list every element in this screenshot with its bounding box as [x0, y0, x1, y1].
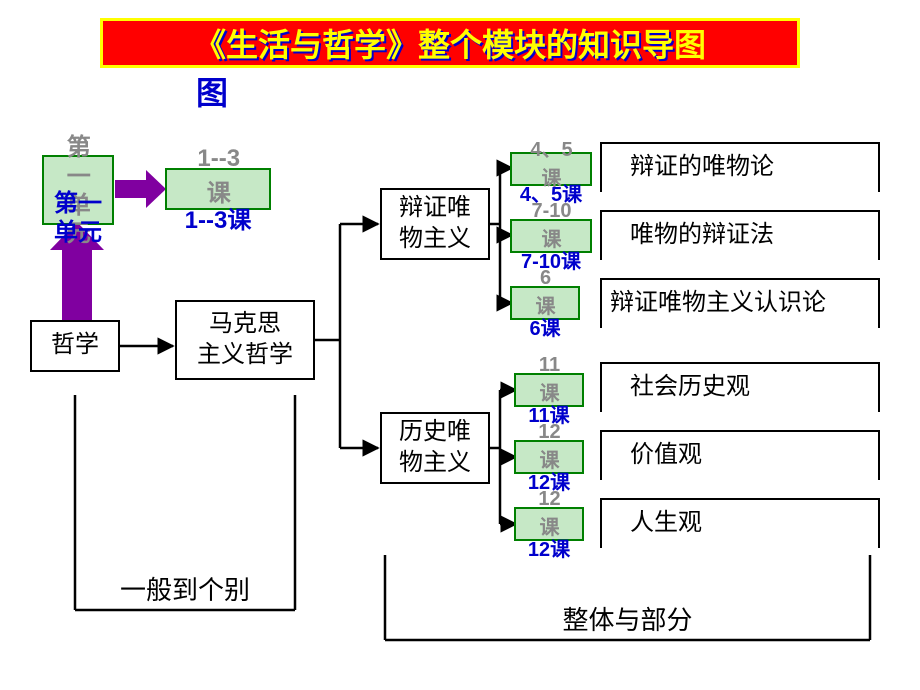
node-philosophy-label: 哲学: [51, 330, 99, 361]
tag-c12b: 12课 12课: [514, 507, 584, 541]
node-r6-label: 人生观: [630, 508, 702, 539]
node-dialmat: 辩证唯 物主义: [380, 188, 490, 260]
node-r1-label: 辩证的唯物论: [630, 152, 774, 183]
bracket-dialmat: [490, 168, 512, 303]
node-marxism: 马克思 主义哲学: [175, 300, 315, 380]
title-bar: 《生活与哲学》整个模块的知识导图 《生活与哲学》整个模块的知识导图: [100, 18, 800, 68]
node-r4: 社会历史观: [600, 362, 880, 412]
node-dialmat-label: 辩证唯 物主义: [399, 193, 471, 255]
node-histmat: 历史唯 物主义: [380, 412, 490, 484]
node-philosophy: 哲学: [30, 320, 120, 372]
label-general-particular: 一般到个别: [75, 570, 295, 607]
tag-c12b-label: 12课: [528, 539, 570, 561]
title-text: 《生活与哲学》整个模块的知识导图: [194, 27, 706, 63]
label-whole-part: 整体与部分: [385, 600, 870, 637]
tag-c12a: 12课 12课: [514, 440, 584, 474]
node-marxism-label: 马克思 主义哲学: [197, 309, 293, 371]
tag-c4-5: 4、5课 4、5课: [510, 152, 592, 186]
node-r2: 唯物的辩证法: [600, 210, 880, 260]
tag-unit1: 第一 单元 第一 单元: [42, 155, 114, 225]
node-r6: 人生观: [600, 498, 880, 548]
bracket-marx-branches: [315, 224, 378, 448]
arrow-unit1-to-c13: [115, 170, 166, 208]
tag-c1-3-label: 1--3课: [185, 207, 252, 234]
node-histmat-label: 历史唯 物主义: [399, 417, 471, 479]
tag-c1-3: 1--3课 1--3课: [165, 168, 271, 210]
node-r3-label: 辩证唯物主义认识论: [610, 288, 826, 319]
node-r3: 辩证唯物主义认识论: [600, 278, 880, 328]
tag-c7-10: 7-10课 7-10课: [510, 219, 592, 253]
node-r1: 辩证的唯物论: [600, 142, 880, 192]
bracket-histmat: [490, 390, 516, 524]
node-r2-label: 唯物的辩证法: [630, 220, 774, 251]
node-r4-label: 社会历史观: [630, 372, 750, 403]
tag-c6: 6课 6课: [510, 286, 580, 320]
node-r5-label: 价值观: [630, 440, 702, 471]
tag-c6-label: 6课: [529, 318, 560, 340]
node-r5: 价值观: [600, 430, 880, 480]
tag-c11: 11课 11课: [514, 373, 584, 407]
